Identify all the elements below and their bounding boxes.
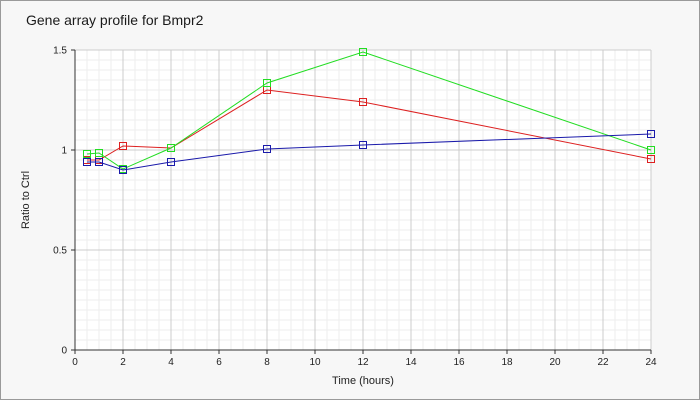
x-tick-label: 12 [357, 357, 369, 368]
major-grid [75, 49, 652, 350]
series-2-point [167, 144, 175, 152]
series-1-point [647, 155, 655, 163]
x-axis-label: Time (hours) [332, 375, 394, 387]
x-tick-label: 6 [216, 357, 222, 368]
series-line-2 [86, 51, 652, 170]
series-3-point [119, 166, 127, 174]
y-axis-label: Ratio to Ctrl [20, 171, 32, 229]
x-tick-label: 8 [264, 357, 270, 368]
series-line-3 [87, 133, 652, 171]
y-tick-label: 1 [61, 146, 67, 157]
series-3-point [647, 130, 655, 138]
series-3-point [95, 158, 103, 166]
x-tick-label: 20 [549, 357, 561, 368]
x-tick-label: 0 [72, 357, 78, 368]
series-3-point [167, 158, 175, 166]
y-ticks: 0 0.5 1 1.5 [53, 46, 75, 357]
series-2-point [95, 149, 103, 157]
series-3-point [359, 141, 367, 149]
series-2-point [263, 79, 271, 87]
y-tick-label: 1.5 [53, 46, 67, 57]
y-tick-label: 0.5 [53, 246, 67, 257]
x-tick-label: 16 [453, 357, 465, 368]
series-1-point [359, 98, 367, 106]
series-1-point [119, 142, 127, 150]
series-3-point [83, 158, 91, 166]
x-tick-label: 10 [309, 357, 321, 368]
series-2-point [359, 48, 367, 56]
series-3-point [263, 145, 271, 153]
x-ticks: 0 2 4 6 8 10 12 14 16 18 20 22 24 [72, 350, 657, 368]
series-2-point [647, 146, 655, 154]
x-tick-label: 24 [645, 357, 657, 368]
x-tick-label: 2 [120, 357, 126, 368]
x-tick-label: 14 [405, 357, 417, 368]
x-tick-label: 18 [501, 357, 513, 368]
x-tick-label: 22 [597, 357, 609, 368]
y-tick-label: 0 [61, 346, 67, 357]
chart-title: Gene array profile for Bmpr2 [26, 12, 204, 28]
x-tick-label: 4 [168, 357, 174, 368]
series-layer [83, 48, 655, 174]
series-2-point [83, 150, 91, 158]
